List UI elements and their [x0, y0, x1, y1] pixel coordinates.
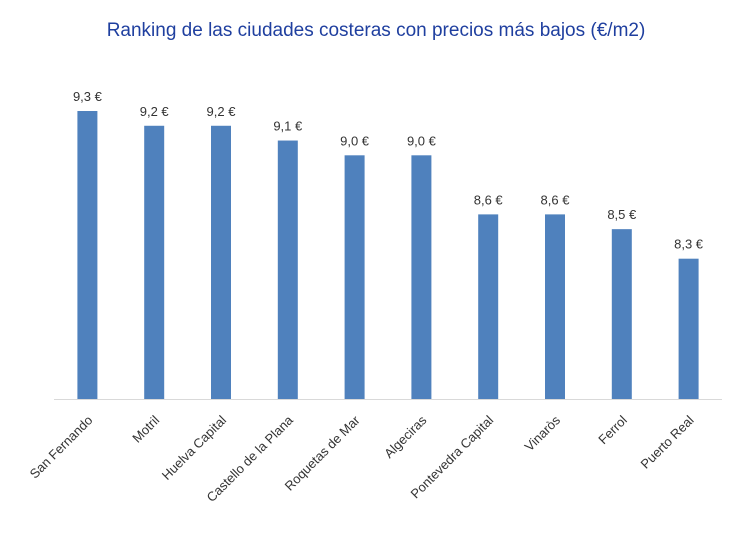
value-label-3: 9,2 € [207, 104, 237, 119]
bar-7 [478, 214, 499, 399]
value-label-5: 9,0 € [340, 133, 370, 148]
value-label-1: 9,3 € [73, 89, 103, 104]
category-label-6: Algeciras [381, 412, 430, 461]
bar-8 [545, 214, 565, 399]
category-label-8: Vinaròs [522, 412, 564, 454]
value-label-8: 8,6 € [541, 192, 571, 207]
value-label-4: 9,1 € [273, 119, 303, 134]
value-label-7: 8,6 € [474, 192, 504, 207]
category-label-1: San Fernando [27, 413, 96, 482]
bars-group [77, 111, 699, 400]
value-label-9: 8,5 € [607, 207, 637, 222]
category-label-3: Huelva Capital [159, 412, 229, 482]
chart-title: Ranking de las ciudades costeras con pre… [106, 20, 646, 41]
bar-1 [77, 111, 98, 399]
value-label-6: 9,0 € [407, 133, 437, 148]
bar-3 [211, 125, 231, 400]
category-label-2: Motril [129, 412, 162, 445]
value-label-10: 8,3 € [674, 237, 704, 252]
bar-9 [611, 229, 632, 399]
value-label-2: 9,2 € [140, 104, 170, 119]
bar-2 [144, 125, 165, 400]
bar-4 [277, 140, 298, 400]
bar-6 [411, 155, 432, 399]
bar-10 [678, 258, 699, 399]
bar-5 [344, 155, 365, 399]
category-label-10: Puerto Real [638, 412, 697, 471]
value-labels-group: 9,3 € 9,2 € 9,2 € 9,1 € 9,0 € 9,0 € 8,6 € 8,6 €… [73, 89, 704, 252]
category-label-9: Ferrol [595, 412, 630, 447]
